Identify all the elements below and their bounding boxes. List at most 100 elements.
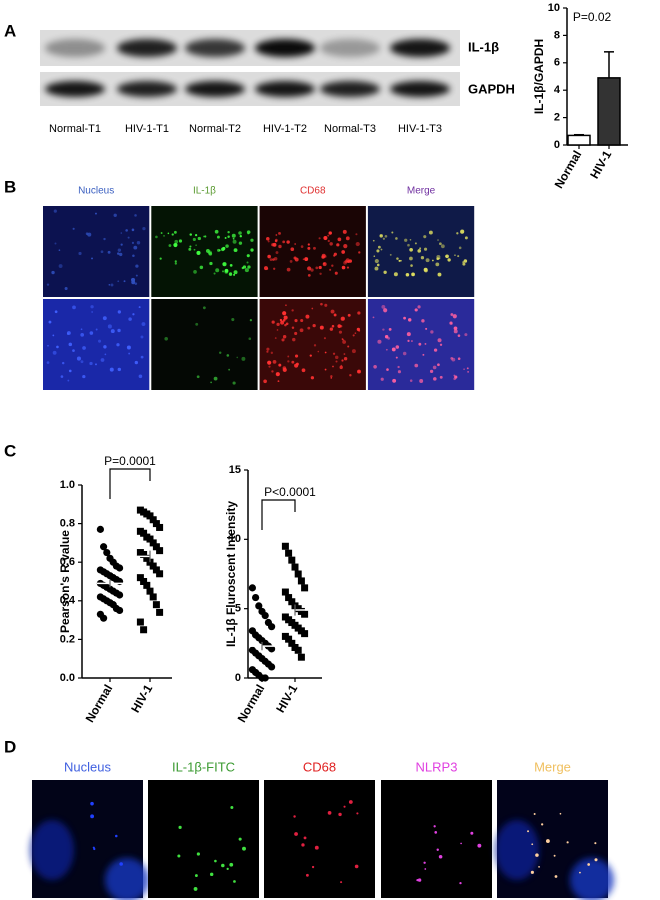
cell-signal	[244, 268, 249, 273]
cell-signal	[445, 254, 449, 259]
cell-signal	[414, 308, 418, 312]
cell-signal	[334, 271, 338, 275]
cell-signal	[284, 323, 287, 327]
y-tick-label: 10	[548, 2, 560, 14]
significance-bracket	[109, 468, 151, 499]
data-point	[100, 614, 108, 622]
cell-signal	[274, 337, 277, 339]
data-point	[261, 612, 269, 620]
cell-signal	[323, 236, 328, 241]
cell-signal	[333, 313, 337, 317]
cell-signal	[224, 269, 229, 274]
bar	[597, 77, 621, 146]
cell-signal	[246, 261, 249, 264]
data-point	[301, 584, 309, 592]
cell-signal	[300, 245, 304, 248]
cell-signal	[178, 825, 182, 830]
cell-signal	[232, 239, 237, 244]
cell-signal	[414, 242, 417, 245]
cell-signal	[54, 310, 58, 314]
cell-signal	[294, 832, 298, 836]
cell-signal	[132, 313, 135, 316]
cell-signal	[216, 235, 220, 239]
cell-signal	[247, 265, 251, 269]
cell-signal	[195, 244, 197, 246]
cell-signal	[103, 237, 106, 241]
column-label: Nucleus	[64, 759, 111, 774]
data-point	[156, 523, 164, 531]
cell-signal	[348, 800, 353, 804]
cell-signal	[376, 249, 380, 253]
cell-signal	[102, 316, 107, 321]
y-tick-label: 5	[235, 603, 241, 615]
cell-signal	[117, 280, 120, 283]
cell-signal	[52, 334, 55, 337]
panel-letter: A	[4, 21, 16, 40]
cell-signal	[341, 250, 346, 254]
cell-signal	[236, 356, 239, 359]
column-label: IL-1β	[193, 186, 216, 197]
cell-signal	[72, 227, 75, 230]
cell-signal	[305, 314, 310, 319]
cell-signal	[312, 323, 316, 328]
cell-signal	[373, 255, 376, 258]
cell-signal	[357, 370, 360, 373]
cell-signal	[289, 260, 293, 263]
cell-signal	[226, 354, 230, 357]
cell-signal	[282, 335, 287, 339]
y-axis-label: IL-1β Fluroscent Intensity	[224, 501, 238, 647]
cell-signal	[374, 258, 379, 264]
cell-signal	[381, 304, 386, 309]
cell-signal	[224, 236, 227, 239]
cell-signal	[355, 241, 360, 247]
blot-band	[185, 81, 245, 97]
cell-signal	[407, 339, 410, 343]
data-point	[301, 610, 309, 618]
y-tick-label: 0.6	[60, 556, 75, 568]
cell-signal	[339, 365, 343, 370]
cell-signal	[230, 805, 234, 809]
cell-signal	[541, 823, 544, 826]
cell-signal	[416, 878, 419, 882]
cell-signal	[400, 259, 402, 262]
cell-signal	[428, 230, 433, 235]
cell-signal	[89, 361, 93, 366]
cell-signal	[193, 270, 197, 274]
cell-signal	[140, 355, 144, 359]
cell-signal	[72, 349, 75, 352]
annotation: P=0.02	[573, 10, 612, 24]
data-point	[146, 535, 154, 543]
cell-signal	[538, 866, 540, 868]
data-point	[268, 623, 276, 631]
blot-band	[390, 81, 450, 97]
data-point	[140, 529, 148, 537]
data-point	[261, 674, 269, 682]
cell-signal	[196, 852, 200, 856]
cell-signal	[286, 240, 290, 244]
cell-signal	[231, 233, 236, 238]
cell-signal	[219, 351, 222, 354]
cell-signal	[76, 356, 81, 361]
cell-signal	[173, 242, 178, 248]
data-point	[156, 570, 164, 578]
cell-signal	[275, 234, 278, 236]
cell-signal	[67, 379, 70, 382]
cell-signal	[393, 272, 398, 277]
cell-signal	[406, 332, 411, 337]
cell-signal	[425, 258, 430, 263]
cell-signal	[434, 831, 438, 834]
cell-signal	[285, 322, 289, 326]
cell-signal	[233, 880, 236, 883]
cell-signal	[134, 214, 137, 217]
blot-band	[45, 81, 105, 97]
y-tick-label: 0	[235, 672, 241, 684]
cell-signal	[242, 846, 246, 851]
cell-signal	[340, 316, 345, 321]
cell-signal	[266, 236, 270, 241]
cell-signal	[68, 342, 73, 347]
cell-signal	[424, 342, 427, 345]
cell-signal	[91, 311, 93, 313]
cell-signal	[269, 258, 273, 261]
cell-signal	[423, 267, 428, 272]
cell-signal	[104, 353, 107, 356]
